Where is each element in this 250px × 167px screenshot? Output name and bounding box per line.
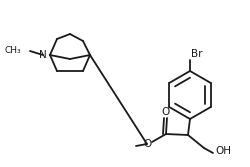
Text: O: O [162,107,170,117]
Text: N: N [39,50,47,60]
Text: OH: OH [215,146,231,156]
Text: O: O [143,139,151,149]
Text: Br: Br [191,49,202,59]
Text: CH₃: CH₃ [4,45,21,54]
